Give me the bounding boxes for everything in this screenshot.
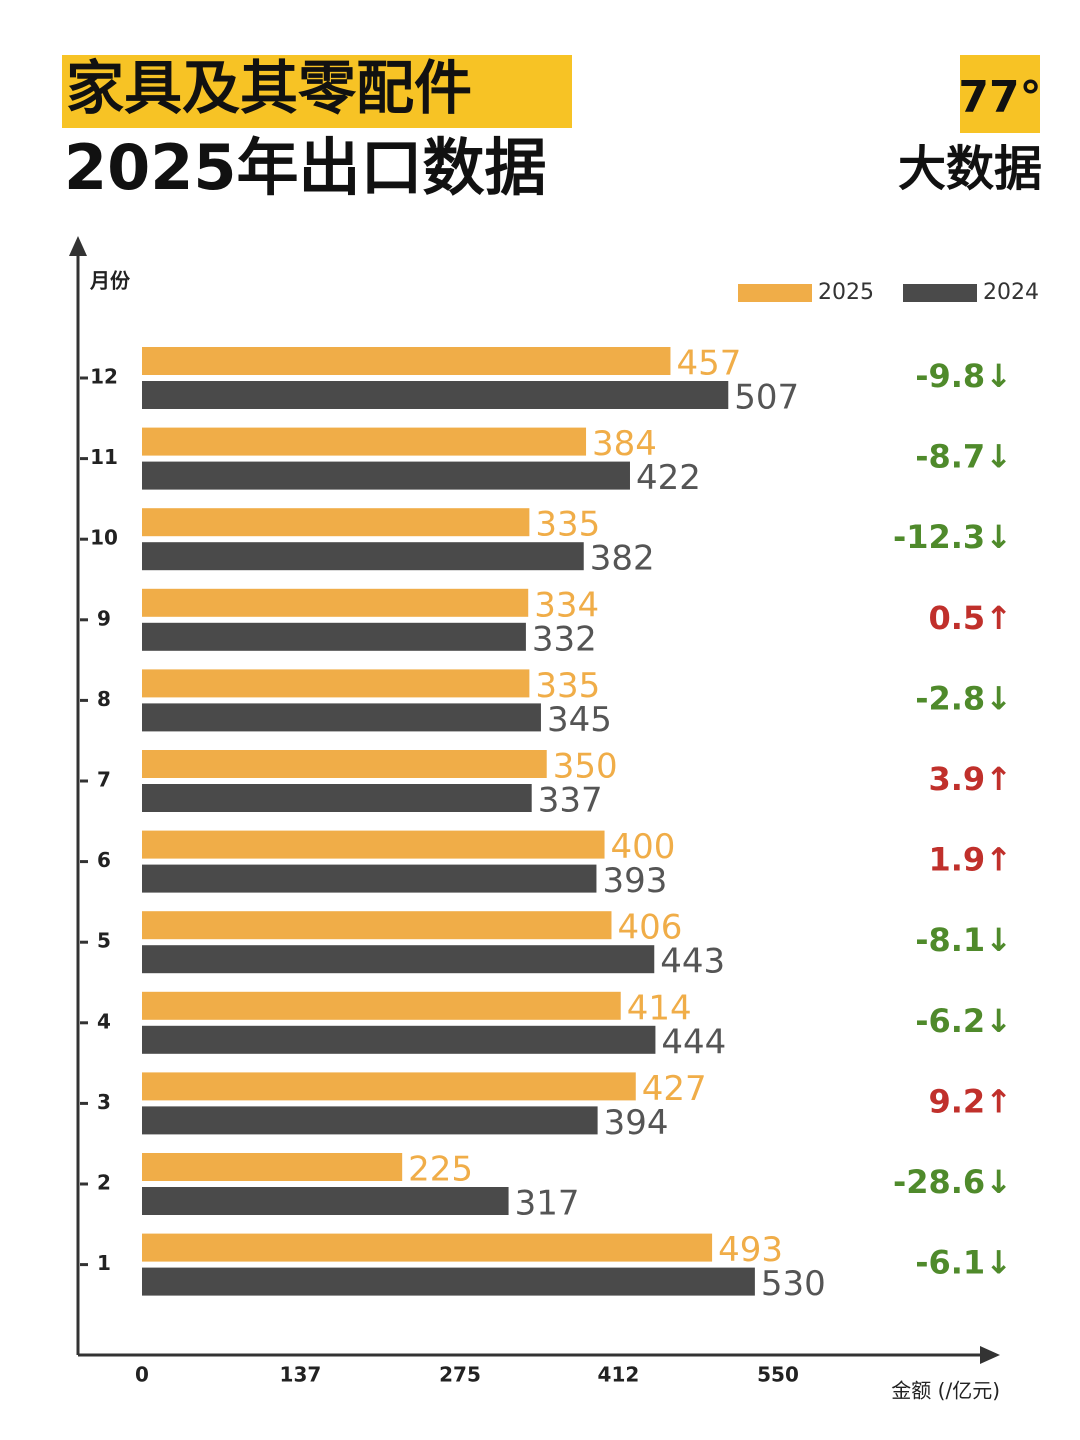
bar [142, 461, 630, 490]
legend-label: 2024 [983, 280, 1039, 305]
change-label: -28.6↓ [893, 1163, 1012, 1201]
change-label: 3.9↑ [929, 760, 1013, 798]
value-label: 350 [553, 747, 618, 787]
value-label: 444 [661, 1022, 726, 1062]
value-label: 382 [590, 539, 655, 579]
value-label: 414 [627, 988, 692, 1028]
y-tick-label: 6 [97, 848, 111, 872]
x-axis-arrow [980, 1346, 1000, 1364]
value-label: 317 [515, 1184, 580, 1224]
value-label: 427 [642, 1069, 707, 1109]
value-label: 457 [676, 344, 741, 384]
bar [142, 542, 584, 571]
value-label: 332 [532, 619, 597, 659]
value-label: 394 [604, 1103, 669, 1143]
value-label: 345 [547, 700, 612, 740]
bar [142, 1267, 755, 1296]
bar [142, 1072, 636, 1101]
x-tick-label: 412 [598, 1363, 640, 1387]
chart-title: 家具及其零配件 [66, 54, 472, 122]
bar [142, 1025, 656, 1054]
value-label: 337 [538, 781, 603, 821]
value-label: 507 [734, 378, 799, 418]
logo-box [960, 55, 1040, 133]
chart-subtitle: 2025年出口数据 [64, 131, 547, 204]
x-tick-label: 137 [280, 1363, 322, 1387]
change-label: -2.8↓ [915, 679, 1012, 717]
y-tick-label: 1 [97, 1251, 111, 1275]
bar [142, 1187, 509, 1215]
legend-swatch [903, 284, 977, 302]
y-tick-label: 8 [97, 687, 111, 711]
y-tick-label: 12 [90, 365, 118, 389]
x-tick-label: 0 [135, 1363, 149, 1387]
bar [142, 381, 729, 409]
y-tick-label: 9 [97, 606, 111, 630]
value-label: 393 [602, 861, 667, 901]
value-label: 335 [535, 666, 600, 706]
change-label: 0.5↑ [929, 599, 1013, 637]
legend-label: 2025 [818, 280, 874, 305]
value-label: 530 [761, 1264, 826, 1304]
x-tick-label: 550 [757, 1363, 799, 1387]
change-label: -8.1↓ [915, 921, 1012, 959]
x-tick-label: 275 [439, 1363, 481, 1387]
bar [142, 864, 597, 893]
y-tick-label: 2 [97, 1171, 111, 1195]
bar [142, 669, 530, 698]
logo: 77° [958, 72, 1041, 123]
value-label: 400 [611, 827, 676, 867]
bar [142, 1233, 713, 1262]
y-tick-label: 10 [90, 526, 118, 550]
change-label: -9.8↓ [915, 357, 1012, 395]
bar [142, 622, 526, 651]
bar [142, 945, 655, 974]
y-axis-label: 月份 [89, 269, 131, 293]
value-label: 493 [718, 1230, 783, 1270]
value-label: 384 [592, 424, 657, 464]
value-label: 335 [535, 505, 600, 545]
bar [142, 427, 587, 456]
bar [142, 347, 671, 375]
value-label: 225 [408, 1150, 473, 1190]
change-label: -6.1↓ [915, 1244, 1012, 1282]
value-label: 334 [534, 585, 599, 625]
value-label: 422 [636, 458, 701, 498]
bar [142, 703, 541, 732]
brand: 大数据 [898, 141, 1042, 197]
change-label: -12.3↓ [893, 518, 1012, 556]
change-label: 1.9↑ [929, 841, 1013, 879]
bar [142, 1153, 403, 1181]
bar [142, 991, 621, 1020]
bar [142, 750, 547, 778]
x-axis-label: 金额 (/亿元) [891, 1379, 1000, 1403]
y-axis-arrow [69, 236, 87, 256]
bar [142, 784, 532, 812]
value-label: 443 [660, 942, 725, 982]
y-tick-label: 7 [97, 768, 111, 792]
bar [142, 508, 530, 537]
change-label: 9.2↑ [929, 1082, 1013, 1120]
title-highlight [62, 55, 572, 128]
y-tick-label: 11 [90, 445, 118, 469]
y-tick-label: 5 [97, 929, 111, 953]
value-label: 406 [617, 908, 682, 948]
change-label: -6.2↓ [915, 1002, 1012, 1040]
y-tick-label: 3 [97, 1090, 111, 1114]
bar [142, 830, 605, 859]
y-tick-label: 4 [97, 1009, 111, 1033]
change-label: -8.7↓ [915, 438, 1012, 476]
legend-swatch [738, 284, 812, 302]
bar [142, 1106, 598, 1135]
bar [142, 588, 529, 617]
bar [142, 911, 612, 940]
